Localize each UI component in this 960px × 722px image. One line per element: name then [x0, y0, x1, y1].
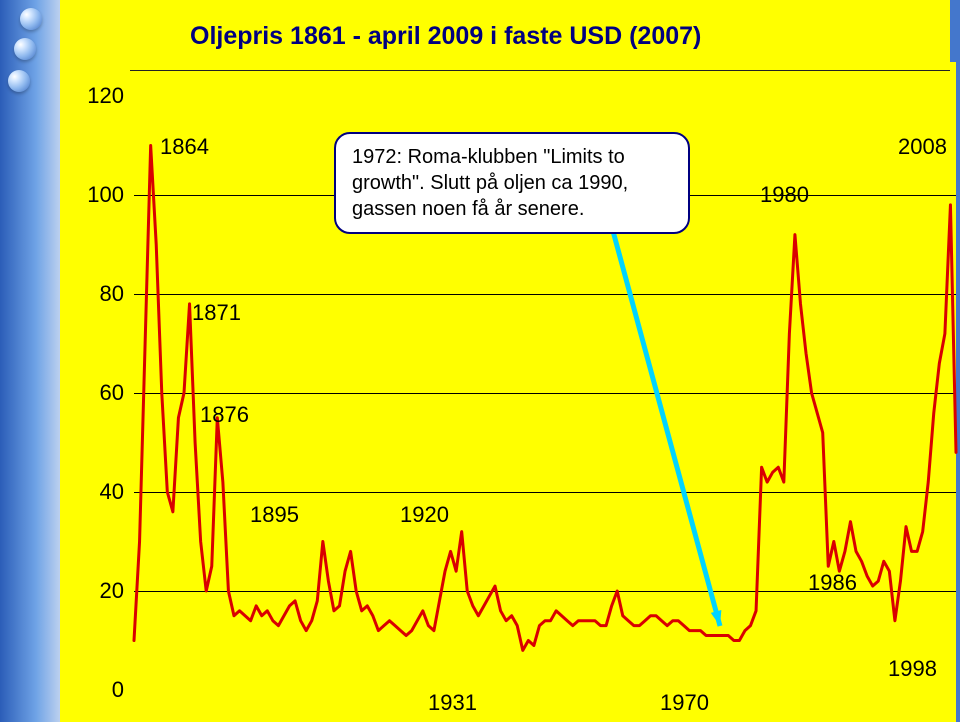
callout-line: gassen noen få år senere.	[352, 196, 672, 222]
callout-box: 1972: Roma-klubben "Limits togrowth". Sl…	[334, 132, 690, 234]
year-annotation: 1871	[192, 300, 241, 326]
chart-plot-area: 0204060801001201864187118761895192019311…	[70, 72, 960, 722]
callout-arrow	[610, 220, 720, 626]
year-annotation: 2008	[898, 134, 947, 160]
chart-title: Oljepris 1861 - april 2009 i faste USD (…	[190, 22, 701, 51]
callout-line: 1972: Roma-klubben "Limits to	[352, 144, 672, 170]
year-annotation: 1864	[160, 134, 209, 160]
callout-arrow-head	[711, 610, 722, 626]
year-annotation: 1970	[660, 690, 709, 716]
year-annotation: 1920	[400, 502, 449, 528]
decorative-sidebar	[0, 0, 60, 722]
water-droplet-icon	[20, 8, 42, 30]
chart-title-area: Oljepris 1861 - april 2009 i faste USD (…	[130, 8, 950, 71]
year-annotation: 1931	[428, 690, 477, 716]
year-annotation: 1986	[808, 570, 857, 596]
callout-line: growth". Slutt på oljen ca 1990,	[352, 170, 672, 196]
year-annotation: 1876	[200, 402, 249, 428]
year-annotation: 1895	[250, 502, 299, 528]
decorative-right-edge	[950, 0, 960, 62]
water-droplet-icon	[8, 70, 30, 92]
year-annotation: 1998	[888, 656, 937, 682]
water-droplet-icon	[14, 38, 36, 60]
year-annotation: 1980	[760, 182, 809, 208]
slide-page: Oljepris 1861 - april 2009 i faste USD (…	[0, 0, 960, 722]
